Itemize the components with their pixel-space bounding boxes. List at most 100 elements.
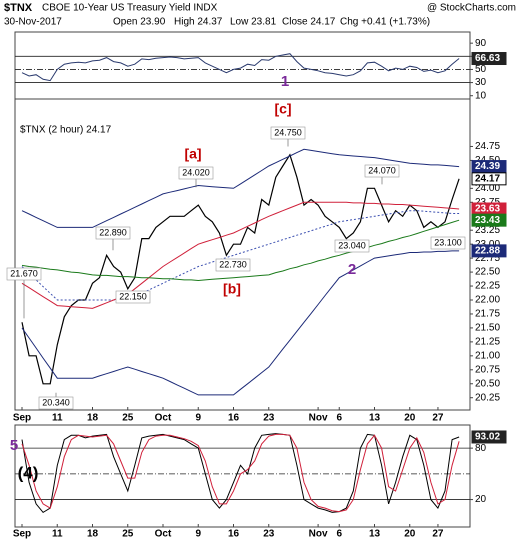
- price-panel: [14, 98, 471, 411]
- x-tick-label: 23: [263, 413, 275, 424]
- quote: Close 24.17: [282, 17, 336, 28]
- wave-label: [b]: [223, 281, 241, 297]
- label-box: [364, 164, 400, 178]
- wave-label: 2: [348, 261, 356, 278]
- label-box: [270, 126, 306, 140]
- quote: High 24.37: [174, 17, 223, 28]
- x-tick-label: Sep: [13, 413, 31, 424]
- symbol: $TNX: [4, 2, 33, 14]
- date: 30-Nov-2017: [4, 17, 62, 28]
- series-line: [21, 148, 460, 228]
- price-label: 22.150: [119, 291, 147, 301]
- label-box: [178, 166, 214, 180]
- x-tick-label: 13: [369, 529, 381, 540]
- y-tick-label: 21.75: [475, 309, 500, 320]
- y-tick-label: 80: [475, 443, 487, 454]
- quote: Open 23.90: [113, 17, 166, 28]
- x-tick-label: 13: [369, 413, 381, 424]
- price-tag-label: 23.63: [475, 204, 500, 215]
- price-tag: [471, 213, 507, 227]
- x-tick-label: 11: [52, 413, 63, 424]
- price-label: 23.040: [338, 240, 366, 250]
- y-tick-label: 90: [475, 38, 487, 49]
- y-tick-label: 20.50: [475, 378, 500, 389]
- series-line: [21, 210, 460, 301]
- price-tag-label: 23.43: [475, 215, 500, 226]
- x-tick-label: 20: [404, 529, 416, 540]
- price-label: 22.890: [99, 227, 127, 237]
- x-tick-label: 25: [122, 529, 134, 540]
- label-box: [215, 258, 251, 272]
- quote: Low 23.81: [230, 17, 277, 28]
- label-box: [115, 290, 151, 304]
- x-tick-label: 23: [263, 529, 275, 540]
- x-tick-label: 20: [404, 413, 416, 424]
- y-tick-label: 21.50: [475, 323, 500, 334]
- y-tick-label: 23.75: [475, 197, 500, 208]
- wave-label: [c]: [274, 101, 291, 117]
- credit: @ StockCharts.com: [427, 3, 516, 14]
- series-line: [21, 219, 460, 282]
- y-tick-label: 30: [475, 77, 487, 88]
- y-tick-label: 23.25: [475, 225, 500, 236]
- price-tag: [471, 244, 507, 258]
- x-tick-label: 6: [336, 529, 342, 540]
- label-box: [95, 226, 131, 240]
- legend: $TNX (2 hour) 24.17: [20, 125, 112, 136]
- price-tag-label: 66.63: [475, 53, 500, 64]
- y-tick-label: 10: [475, 90, 487, 101]
- price-tag-label: 24.17: [475, 173, 500, 184]
- label-box: [430, 236, 466, 250]
- price-tag: [471, 172, 507, 186]
- x-tick-label: 9: [195, 529, 201, 540]
- y-tick-label: 22.00: [475, 295, 500, 306]
- price-tag-label: 22.88: [475, 246, 500, 257]
- y-tick-label: 50: [475, 64, 487, 75]
- x-tick-label: 27: [432, 529, 444, 540]
- y-tick-label: 20: [475, 494, 487, 505]
- series-line: [21, 53, 460, 82]
- series-line: [21, 250, 460, 396]
- x-tick-label: 16: [228, 413, 240, 424]
- label-box: [334, 239, 370, 253]
- rsi-panel: [14, 31, 471, 100]
- label-box: [6, 267, 42, 281]
- x-tick-label: 25: [122, 413, 134, 424]
- x-tick-label: 11: [52, 529, 63, 540]
- x-tick-label: 9: [195, 413, 201, 424]
- series-line: [21, 153, 460, 385]
- x-tick-label: 18: [87, 529, 99, 540]
- y-tick-label: 20.25: [475, 392, 500, 403]
- y-tick-label: 22.50: [475, 267, 500, 278]
- stoch-panel: [14, 424, 471, 528]
- price-label: 22.730: [219, 259, 247, 269]
- label-box: [38, 396, 74, 410]
- quote: Chg +0.41 (+1.73%): [340, 17, 430, 28]
- price-tag: [471, 430, 507, 444]
- price-label: 20.340: [42, 397, 70, 407]
- wave-label: 5: [10, 437, 18, 454]
- series-line: [21, 433, 460, 513]
- price-label: 24.750: [274, 127, 302, 137]
- x-tick-label: Nov: [309, 413, 328, 424]
- series-line: [21, 433, 460, 514]
- price-tag-label: 93.02: [475, 432, 500, 443]
- y-tick-label: 24.75: [475, 141, 500, 152]
- y-tick-label: 21.25: [475, 337, 500, 348]
- x-tick-label: Oct: [155, 413, 172, 424]
- wave-label: (4): [18, 463, 39, 482]
- price-tag: [471, 52, 507, 66]
- price-tag-label: 24.39: [475, 161, 500, 172]
- y-tick-label: 24.00: [475, 183, 500, 194]
- x-tick-label: 18: [87, 413, 99, 424]
- x-tick-label: 27: [432, 413, 444, 424]
- x-tick-label: Oct: [155, 529, 172, 540]
- price-label: 24.020: [182, 167, 210, 177]
- price-label: 23.100: [434, 237, 462, 247]
- y-tick-label: 22.25: [475, 281, 500, 292]
- x-tick-label: Nov: [309, 529, 328, 540]
- instrument-name: CBOE 10-Year US Treasury Yield INDX: [42, 3, 218, 14]
- y-tick-label: 20.75: [475, 364, 500, 375]
- x-tick-label: 16: [228, 529, 240, 540]
